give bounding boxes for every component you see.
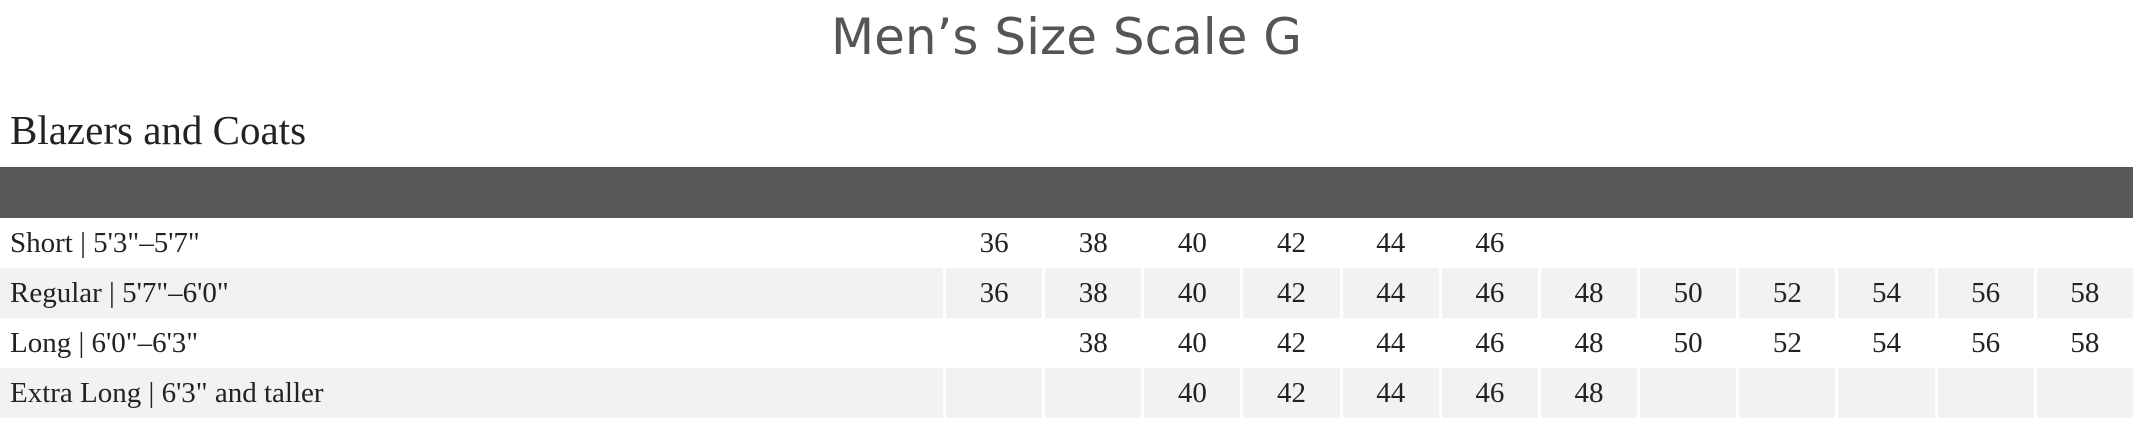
row-label: Short | 5'3"–5'7" bbox=[10, 226, 200, 259]
size-cell: 46 bbox=[1438, 368, 1538, 418]
size-cell: 44 bbox=[1339, 268, 1439, 318]
size-cell: 42 bbox=[1240, 268, 1340, 318]
size-cell: 48 bbox=[1537, 268, 1638, 318]
row-label: Long | 6'0"–6'3" bbox=[10, 326, 199, 359]
size-cell: 54 bbox=[1835, 268, 1935, 318]
size-cell: 46 bbox=[1438, 268, 1538, 318]
size-cell: 50 bbox=[1637, 268, 1737, 318]
size-cell: 44 bbox=[1339, 218, 1439, 268]
size-cell: 40 bbox=[1141, 368, 1241, 418]
size-cell: 58 bbox=[2033, 318, 2133, 368]
size-cell: 40 bbox=[1141, 268, 1241, 318]
size-table: Short | 5'3"–5'7" 36 38 40 42 44 46 Regular | 5… bbox=[0, 218, 2133, 418]
size-cell: 42 bbox=[1240, 218, 1339, 268]
size-cell: 40 bbox=[1141, 218, 1240, 268]
empty-cell bbox=[943, 368, 1043, 418]
empty-cell bbox=[1042, 368, 1142, 418]
empty-cell bbox=[1637, 368, 1737, 418]
size-cell: 50 bbox=[1637, 318, 1736, 368]
size-cell: 56 bbox=[1934, 318, 2034, 368]
empty-cell bbox=[1736, 368, 1836, 418]
size-cell: 40 bbox=[1141, 318, 1240, 368]
size-cell: 42 bbox=[1240, 368, 1340, 418]
page-title: Men’s Size Scale G bbox=[830, 8, 1303, 66]
empty-cell bbox=[943, 318, 1042, 368]
size-cell: 48 bbox=[1537, 368, 1638, 418]
size-cell: 36 bbox=[943, 268, 1043, 318]
size-cell: 46 bbox=[1438, 218, 1538, 268]
empty-cell bbox=[1934, 368, 2034, 418]
empty-cell bbox=[1835, 368, 1935, 418]
table-row: Extra Long | 6'3" and taller 40 42 44 46 48 bbox=[0, 368, 2133, 418]
table-row: Long | 6'0"–6'3" 38 40 42 44 46 48 50 52 54 56 58 bbox=[0, 318, 2133, 368]
row-label: Extra Long | 6'3" and taller bbox=[0, 368, 943, 418]
empty-cell bbox=[1537, 218, 1637, 268]
row-label: Regular | 5'7"–6'0" bbox=[0, 268, 943, 318]
size-cell: 44 bbox=[1339, 318, 1439, 368]
size-cell: 38 bbox=[1042, 268, 1142, 318]
table-row: Short | 5'3"–5'7" 36 38 40 42 44 46 bbox=[0, 218, 2133, 268]
size-cell: 46 bbox=[1438, 318, 1538, 368]
size-cell: 56 bbox=[1934, 268, 2034, 318]
size-cell: 38 bbox=[1042, 318, 1141, 368]
size-cell: 52 bbox=[1736, 318, 1835, 368]
size-cell: 48 bbox=[1537, 318, 1637, 368]
empty-cell bbox=[1736, 218, 1835, 268]
header-bar bbox=[0, 167, 2133, 218]
size-cell: 42 bbox=[1240, 318, 1339, 368]
table-row: Regular | 5'7"–6'0" 36 38 40 42 44 46 48 50 52 54 5… bbox=[0, 268, 2133, 318]
empty-cell bbox=[1934, 218, 2034, 268]
size-cell: 52 bbox=[1736, 268, 1836, 318]
empty-cell bbox=[2033, 368, 2133, 418]
empty-cell bbox=[1637, 218, 1736, 268]
size-cell: 38 bbox=[1042, 218, 1141, 268]
empty-cell bbox=[2033, 218, 2133, 268]
size-cell: 54 bbox=[1835, 318, 1934, 368]
section-title: Blazers and Coats bbox=[10, 107, 307, 153]
empty-cell bbox=[1835, 218, 1934, 268]
size-cell: 36 bbox=[943, 218, 1042, 268]
size-cell: 44 bbox=[1339, 368, 1439, 418]
size-cell: 58 bbox=[2033, 268, 2133, 318]
